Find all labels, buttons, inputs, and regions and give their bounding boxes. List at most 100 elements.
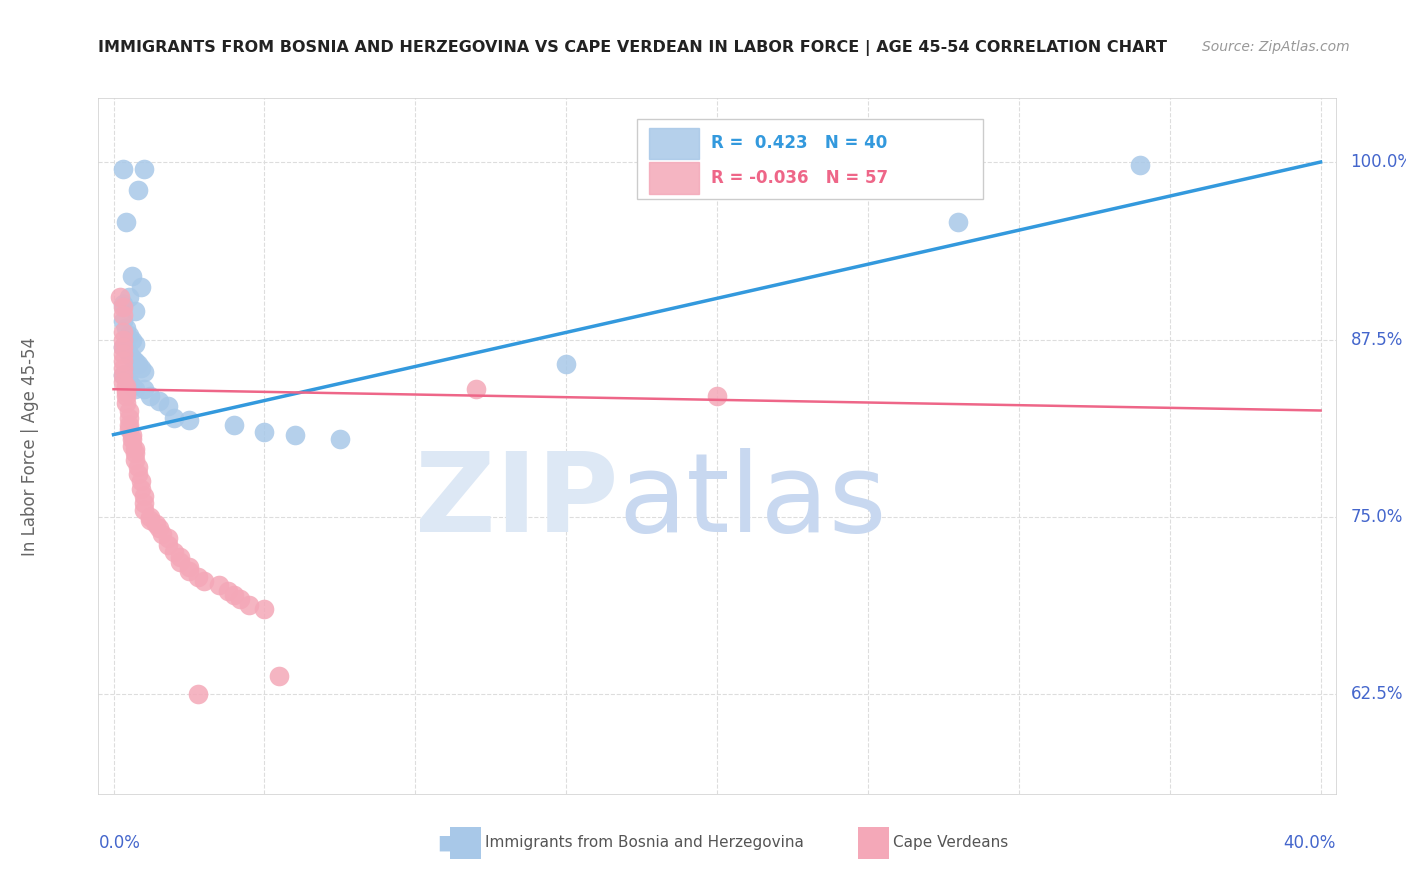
Point — [193, 574, 215, 588]
Point — [132, 162, 155, 177]
Text: 75.0%: 75.0% — [1351, 508, 1403, 526]
Point — [111, 309, 134, 323]
Point — [121, 333, 143, 347]
Point — [121, 268, 143, 283]
Point — [127, 357, 149, 371]
Point — [138, 389, 160, 403]
Point — [253, 602, 276, 616]
Point — [111, 368, 134, 382]
Point — [111, 368, 134, 382]
Point — [127, 467, 149, 482]
Point — [948, 214, 970, 228]
Point — [121, 439, 143, 453]
FancyBboxPatch shape — [637, 119, 983, 199]
Point — [156, 399, 179, 413]
Text: R = -0.036   N = 57: R = -0.036 N = 57 — [711, 169, 889, 187]
Text: atlas: atlas — [619, 448, 887, 555]
Point — [124, 453, 146, 467]
Point — [217, 583, 239, 598]
Point — [114, 385, 136, 400]
Point — [132, 365, 155, 379]
Point — [269, 669, 291, 683]
Point — [117, 403, 139, 417]
Point — [187, 688, 209, 702]
Point — [124, 304, 146, 318]
Point — [114, 214, 136, 228]
Point — [148, 521, 170, 535]
Point — [129, 482, 152, 496]
Point — [117, 328, 139, 343]
Point — [163, 545, 186, 559]
Point — [169, 549, 191, 564]
Point — [238, 598, 260, 612]
Point — [129, 360, 152, 375]
Text: 40.0%: 40.0% — [1284, 834, 1336, 852]
Text: ▪: ▪ — [436, 829, 457, 857]
Point — [124, 336, 146, 351]
Point — [138, 513, 160, 527]
Text: 62.5%: 62.5% — [1351, 685, 1403, 704]
Point — [208, 578, 231, 592]
Point — [148, 393, 170, 408]
Point — [224, 417, 246, 432]
Text: ZIP: ZIP — [415, 448, 619, 555]
Point — [111, 300, 134, 314]
Point — [111, 375, 134, 389]
Point — [117, 422, 139, 436]
Point — [111, 360, 134, 375]
Point — [121, 432, 143, 446]
Point — [114, 389, 136, 403]
Point — [132, 489, 155, 503]
Point — [156, 538, 179, 552]
Point — [169, 556, 191, 570]
Text: Immigrants from Bosnia and Herzegovina: Immigrants from Bosnia and Herzegovina — [485, 836, 804, 850]
Point — [111, 333, 134, 347]
Point — [177, 564, 200, 578]
Point — [555, 357, 578, 371]
Text: 0.0%: 0.0% — [98, 834, 141, 852]
Point — [114, 382, 136, 396]
Point — [124, 382, 146, 396]
Point — [132, 503, 155, 517]
Point — [111, 340, 134, 354]
Point — [464, 382, 486, 396]
Point — [117, 417, 139, 432]
Text: Source: ZipAtlas.com: Source: ZipAtlas.com — [1202, 40, 1350, 54]
Point — [121, 379, 143, 393]
Point — [145, 517, 167, 532]
Point — [117, 375, 139, 389]
FancyBboxPatch shape — [650, 128, 699, 159]
Point — [127, 460, 149, 475]
Point — [124, 442, 146, 456]
FancyBboxPatch shape — [650, 162, 699, 194]
Point — [121, 351, 143, 365]
Point — [156, 531, 179, 545]
Point — [224, 588, 246, 602]
Point — [187, 569, 209, 583]
Point — [121, 427, 143, 442]
Point — [177, 413, 200, 427]
Point — [117, 410, 139, 425]
Point — [111, 297, 134, 311]
Point — [114, 321, 136, 335]
Point — [111, 314, 134, 328]
Point — [138, 510, 160, 524]
Text: In Labor Force | Age 45-54: In Labor Force | Age 45-54 — [21, 336, 39, 556]
Point — [132, 382, 155, 396]
Point — [229, 592, 252, 607]
Point — [114, 396, 136, 410]
Point — [111, 340, 134, 354]
Point — [117, 347, 139, 361]
Point — [1128, 158, 1150, 172]
Point — [284, 427, 307, 442]
Text: IMMIGRANTS FROM BOSNIA AND HERZEGOVINA VS CAPE VERDEAN IN LABOR FORCE | AGE 45-5: IMMIGRANTS FROM BOSNIA AND HERZEGOVINA V… — [98, 40, 1167, 56]
Point — [111, 162, 134, 177]
Point — [114, 343, 136, 357]
Point — [117, 290, 139, 304]
Text: 87.5%: 87.5% — [1351, 331, 1403, 349]
Point — [129, 475, 152, 489]
Point — [111, 326, 134, 340]
Point — [329, 432, 352, 446]
Point — [132, 496, 155, 510]
Text: R =  0.423   N = 40: R = 0.423 N = 40 — [711, 135, 887, 153]
